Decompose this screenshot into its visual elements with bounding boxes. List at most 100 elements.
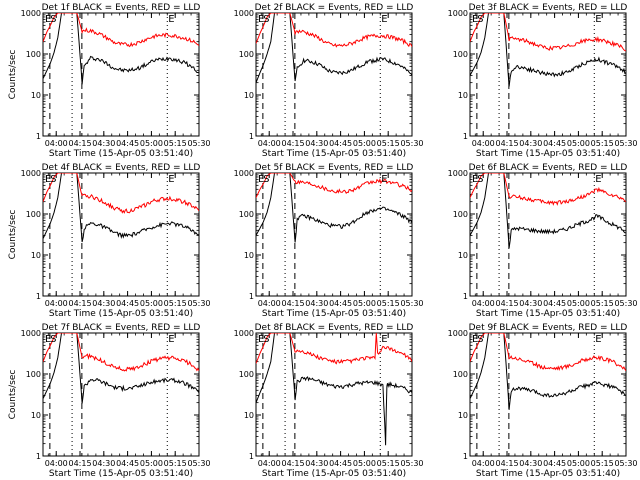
event-marker-E: E	[168, 174, 174, 185]
plot-frame	[42, 172, 200, 297]
y-tick-label: 1000	[448, 329, 468, 338]
event-marker-S: S	[50, 174, 56, 185]
plot-frame	[255, 12, 413, 137]
x-tick-label: 04:00	[45, 459, 68, 468]
x-tick-label: 05:15	[591, 139, 614, 148]
y-tick-label: 1	[249, 132, 254, 141]
detector-panel-8: Det 8f BLACK = Events, RED = LLD 1 10 100 10…	[234, 323, 424, 479]
x-tick-label: 05:30	[400, 299, 423, 308]
x-tick-label: 05:15	[164, 299, 187, 308]
panel-title: Det 5f BLACK = Events, RED = LLD	[255, 163, 414, 173]
plot-frame	[42, 12, 200, 137]
events-series-line	[256, 173, 412, 243]
y-tick-label: 10	[31, 91, 41, 100]
x-tick-label: 05:15	[591, 299, 614, 308]
x-tick-label: 05:15	[591, 459, 614, 468]
x-tick-label: 04:30	[519, 139, 542, 148]
y-tick-label: 10	[244, 411, 254, 420]
x-tick-label: 05:30	[187, 299, 210, 308]
x-tick-label: 05:00	[353, 139, 376, 148]
y-tick-label: 10	[244, 91, 254, 100]
x-tick-label: 04:45	[116, 299, 139, 308]
x-tick-label: 05:30	[614, 459, 637, 468]
x-tick-label: 04:30	[519, 459, 542, 468]
detector-panel-6: Det 6f BLACK = Events, RED = LLD 1 10 100 10…	[448, 163, 638, 319]
x-axis-label: Start Time (15-Apr-05 03:51:40)	[476, 469, 620, 479]
y-tick-label: 1	[249, 292, 254, 301]
x-tick-label: 04:00	[472, 299, 495, 308]
detector-panel-4: Det 4f BLACK = Events, RED = LLD 1 10 100 10…	[8, 163, 211, 319]
lld-series-line	[470, 173, 626, 206]
y-tick-label: 1000	[21, 169, 41, 178]
y-tick-label: 1000	[21, 9, 41, 18]
x-tick-label: 04:30	[92, 459, 115, 468]
events-series-line	[256, 13, 412, 83]
y-tick-label: 100	[453, 370, 468, 379]
events-series-line	[43, 13, 199, 85]
x-tick-label: 05:30	[400, 139, 423, 148]
y-tick-label: 1	[463, 132, 468, 141]
events-series-line	[470, 333, 626, 410]
y-tick-label: 100	[453, 210, 468, 219]
x-tick-label: 04:00	[258, 139, 281, 148]
x-tick-label: 05:30	[614, 299, 637, 308]
x-tick-label: 04:00	[45, 299, 68, 308]
events-series-line	[470, 13, 626, 87]
lld-series-line	[43, 13, 199, 48]
x-axis-label: Start Time (15-Apr-05 03:51:40)	[476, 149, 620, 159]
x-tick-label: 05:00	[353, 459, 376, 468]
event-marker-S: S	[50, 334, 56, 345]
x-tick-label: 04:15	[281, 299, 304, 308]
x-tick-label: 04:00	[45, 139, 68, 148]
event-marker-E: E	[381, 174, 387, 185]
y-axis-label: Counts/sec	[8, 210, 18, 260]
event-marker-E: E	[168, 14, 174, 25]
events-series-line	[470, 173, 626, 249]
lld-series-line	[470, 333, 626, 372]
y-axis-label: Counts/sec	[8, 370, 18, 420]
x-tick-label: 04:30	[305, 299, 328, 308]
x-tick-label: 05:15	[164, 139, 187, 148]
x-tick-label: 05:00	[140, 299, 163, 308]
detector-panel-2: Det 2f BLACK = Events, RED = LLD 1 10 100 10…	[234, 3, 424, 159]
y-tick-label: 1	[249, 452, 254, 461]
events-series-line	[43, 333, 199, 404]
y-tick-label: 1000	[234, 329, 254, 338]
x-tick-label: 04:00	[258, 459, 281, 468]
event-marker-E: E	[258, 174, 264, 185]
y-tick-label: 100	[239, 370, 254, 379]
y-tick-label: 100	[239, 50, 254, 59]
x-tick-label: 05:30	[400, 459, 423, 468]
detector-panel-5: Det 5f BLACK = Events, RED = LLD 1 10 100 10…	[234, 163, 424, 319]
x-tick-label: 04:00	[472, 459, 495, 468]
event-marker-E: E	[258, 14, 264, 25]
x-tick-label: 04:45	[329, 139, 352, 148]
event-marker-E: E	[472, 174, 478, 185]
y-tick-label: 1000	[234, 169, 254, 178]
event-marker-S: S	[50, 14, 56, 25]
x-tick-label: 04:45	[543, 459, 566, 468]
detector-panel-1: Det 1f BLACK = Events, RED = LLD 1 10 100 10…	[8, 3, 211, 159]
y-tick-label: 100	[239, 210, 254, 219]
x-axis-label: Start Time (15-Apr-05 03:51:40)	[262, 309, 406, 319]
y-tick-label: 100	[26, 50, 41, 59]
x-tick-label: 04:15	[68, 139, 91, 148]
plot-frame	[255, 332, 413, 457]
x-axis-label: Start Time (15-Apr-05 03:51:40)	[49, 309, 193, 319]
lld-series-line	[43, 173, 199, 214]
x-tick-label: 04:15	[68, 459, 91, 468]
x-tick-label: 04:15	[495, 459, 518, 468]
y-tick-label: 1000	[21, 329, 41, 338]
panel-title: Det 1f BLACK = Events, RED = LLD	[42, 3, 201, 13]
event-marker-E: E	[595, 174, 601, 185]
x-tick-label: 04:45	[116, 139, 139, 148]
event-marker-S: S	[477, 14, 483, 25]
x-tick-label: 04:45	[543, 299, 566, 308]
lld-series-line	[256, 173, 412, 198]
x-tick-label: 04:45	[329, 459, 352, 468]
x-tick-label: 05:00	[140, 139, 163, 148]
x-tick-label: 05:30	[187, 139, 210, 148]
x-tick-label: 04:30	[305, 139, 328, 148]
y-tick-label: 1000	[448, 9, 468, 18]
